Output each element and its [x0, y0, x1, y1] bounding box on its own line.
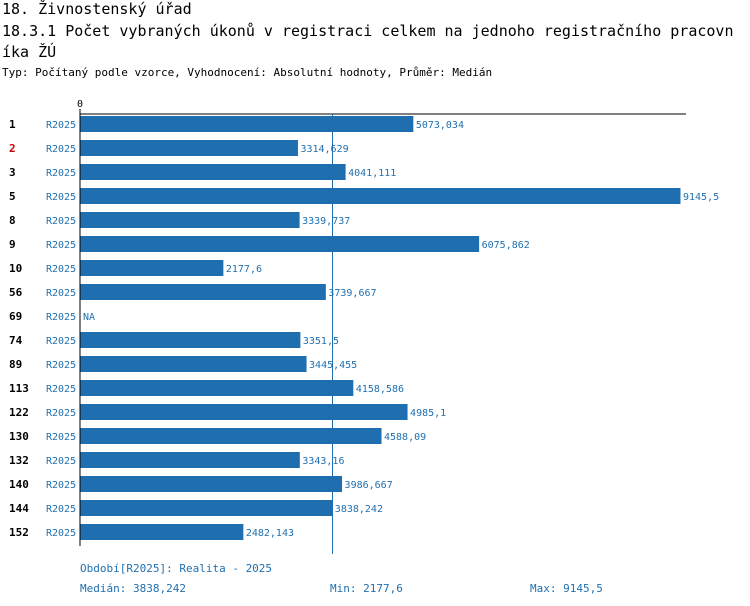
category-label: 8 [9, 214, 16, 227]
data-label: 3445,455 [309, 360, 357, 371]
footer-min: Min: 2177,6 [330, 582, 403, 595]
series-label: R2025 [46, 480, 76, 491]
series-label: R2025 [46, 144, 76, 155]
category-label: 56 [9, 286, 23, 299]
bar [80, 476, 343, 492]
category-label: 132 [9, 454, 29, 467]
bar [80, 236, 480, 252]
footer-period: Období[R2025]: Realita - 2025 [80, 562, 273, 575]
series-label: R2025 [46, 528, 76, 539]
series-label: R2025 [46, 312, 76, 323]
bar [80, 380, 354, 396]
footer-max: Max: 9145,5 [530, 582, 603, 595]
data-label: 6075,862 [482, 240, 530, 251]
bar [80, 404, 408, 420]
data-label: 4041,111 [348, 168, 396, 179]
category-label: 130 [9, 430, 29, 443]
bar [80, 500, 333, 516]
data-label: 3314,629 [300, 144, 348, 155]
series-label: R2025 [46, 264, 76, 275]
category-label: 122 [9, 406, 29, 419]
data-label: 9145,5 [683, 192, 719, 203]
bar [80, 116, 414, 132]
category-label: 3 [9, 166, 16, 179]
bar [80, 284, 326, 300]
category-label: 2 [9, 142, 16, 155]
x-axis-zero-label: 0 [77, 99, 83, 110]
page-title: 18. Živnostenský úřad [2, 0, 192, 18]
data-label: 2177,6 [226, 264, 262, 275]
category-label: 9 [9, 238, 16, 251]
series-label: R2025 [46, 120, 76, 131]
series-label: R2025 [46, 456, 76, 467]
series-label: R2025 [46, 216, 76, 227]
series-label: R2025 [46, 384, 76, 395]
bar [80, 212, 300, 228]
series-label: R2025 [46, 504, 76, 515]
category-label: 5 [9, 190, 16, 203]
data-label: 4158,586 [356, 384, 404, 395]
category-label: 140 [9, 478, 29, 491]
bar [80, 188, 681, 204]
chart-info: Typ: Počítaný podle vzorce, Vyhodnocení:… [2, 66, 493, 79]
bar [80, 356, 307, 372]
bar [80, 164, 346, 180]
category-label: 69 [9, 310, 22, 323]
data-label: 3838,242 [335, 504, 383, 515]
category-label: 113 [9, 382, 29, 395]
chart-subtitle: 18.3.1 Počet vybraných úkonů v registrac… [2, 22, 734, 61]
data-label: 3339,737 [302, 216, 350, 227]
series-label: R2025 [46, 240, 76, 251]
footer-median: Medián: 3838,242 [80, 582, 186, 595]
data-label: 3343,16 [302, 456, 344, 467]
bar [80, 428, 382, 444]
series-label: R2025 [46, 288, 76, 299]
category-label: 89 [9, 358, 22, 371]
series-label: R2025 [46, 360, 76, 371]
data-label: 3986,667 [345, 480, 393, 491]
data-label: 3739,667 [328, 288, 376, 299]
data-label: 3351,5 [303, 336, 339, 347]
category-label: 152 [9, 526, 29, 539]
data-label: 4985,1 [410, 408, 446, 419]
bar [80, 524, 244, 540]
data-label: 2482,143 [246, 528, 294, 539]
data-label: 5073,034 [416, 120, 464, 131]
series-label: R2025 [46, 192, 76, 203]
category-label: 1 [9, 118, 16, 131]
bar [80, 260, 224, 276]
bar [80, 452, 300, 468]
category-label: 10 [9, 262, 22, 275]
series-label: R2025 [46, 408, 76, 419]
category-label: 144 [9, 502, 29, 515]
series-label: R2025 [46, 168, 76, 179]
series-label: R2025 [46, 336, 76, 347]
data-label: NA [83, 312, 95, 323]
bar [80, 332, 301, 348]
series-label: R2025 [46, 432, 76, 443]
category-label: 74 [9, 334, 23, 347]
data-label: 4588,09 [384, 432, 426, 443]
bar [80, 140, 298, 156]
